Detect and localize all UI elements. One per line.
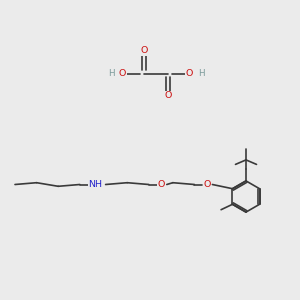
Text: O: O	[140, 46, 148, 56]
Text: NH: NH	[88, 180, 102, 189]
Text: H: H	[108, 69, 114, 78]
Text: O: O	[203, 180, 211, 189]
Text: O: O	[119, 69, 126, 78]
Text: O: O	[164, 92, 172, 100]
Text: O: O	[158, 180, 165, 189]
Text: O: O	[186, 69, 193, 78]
Text: H: H	[198, 69, 204, 78]
